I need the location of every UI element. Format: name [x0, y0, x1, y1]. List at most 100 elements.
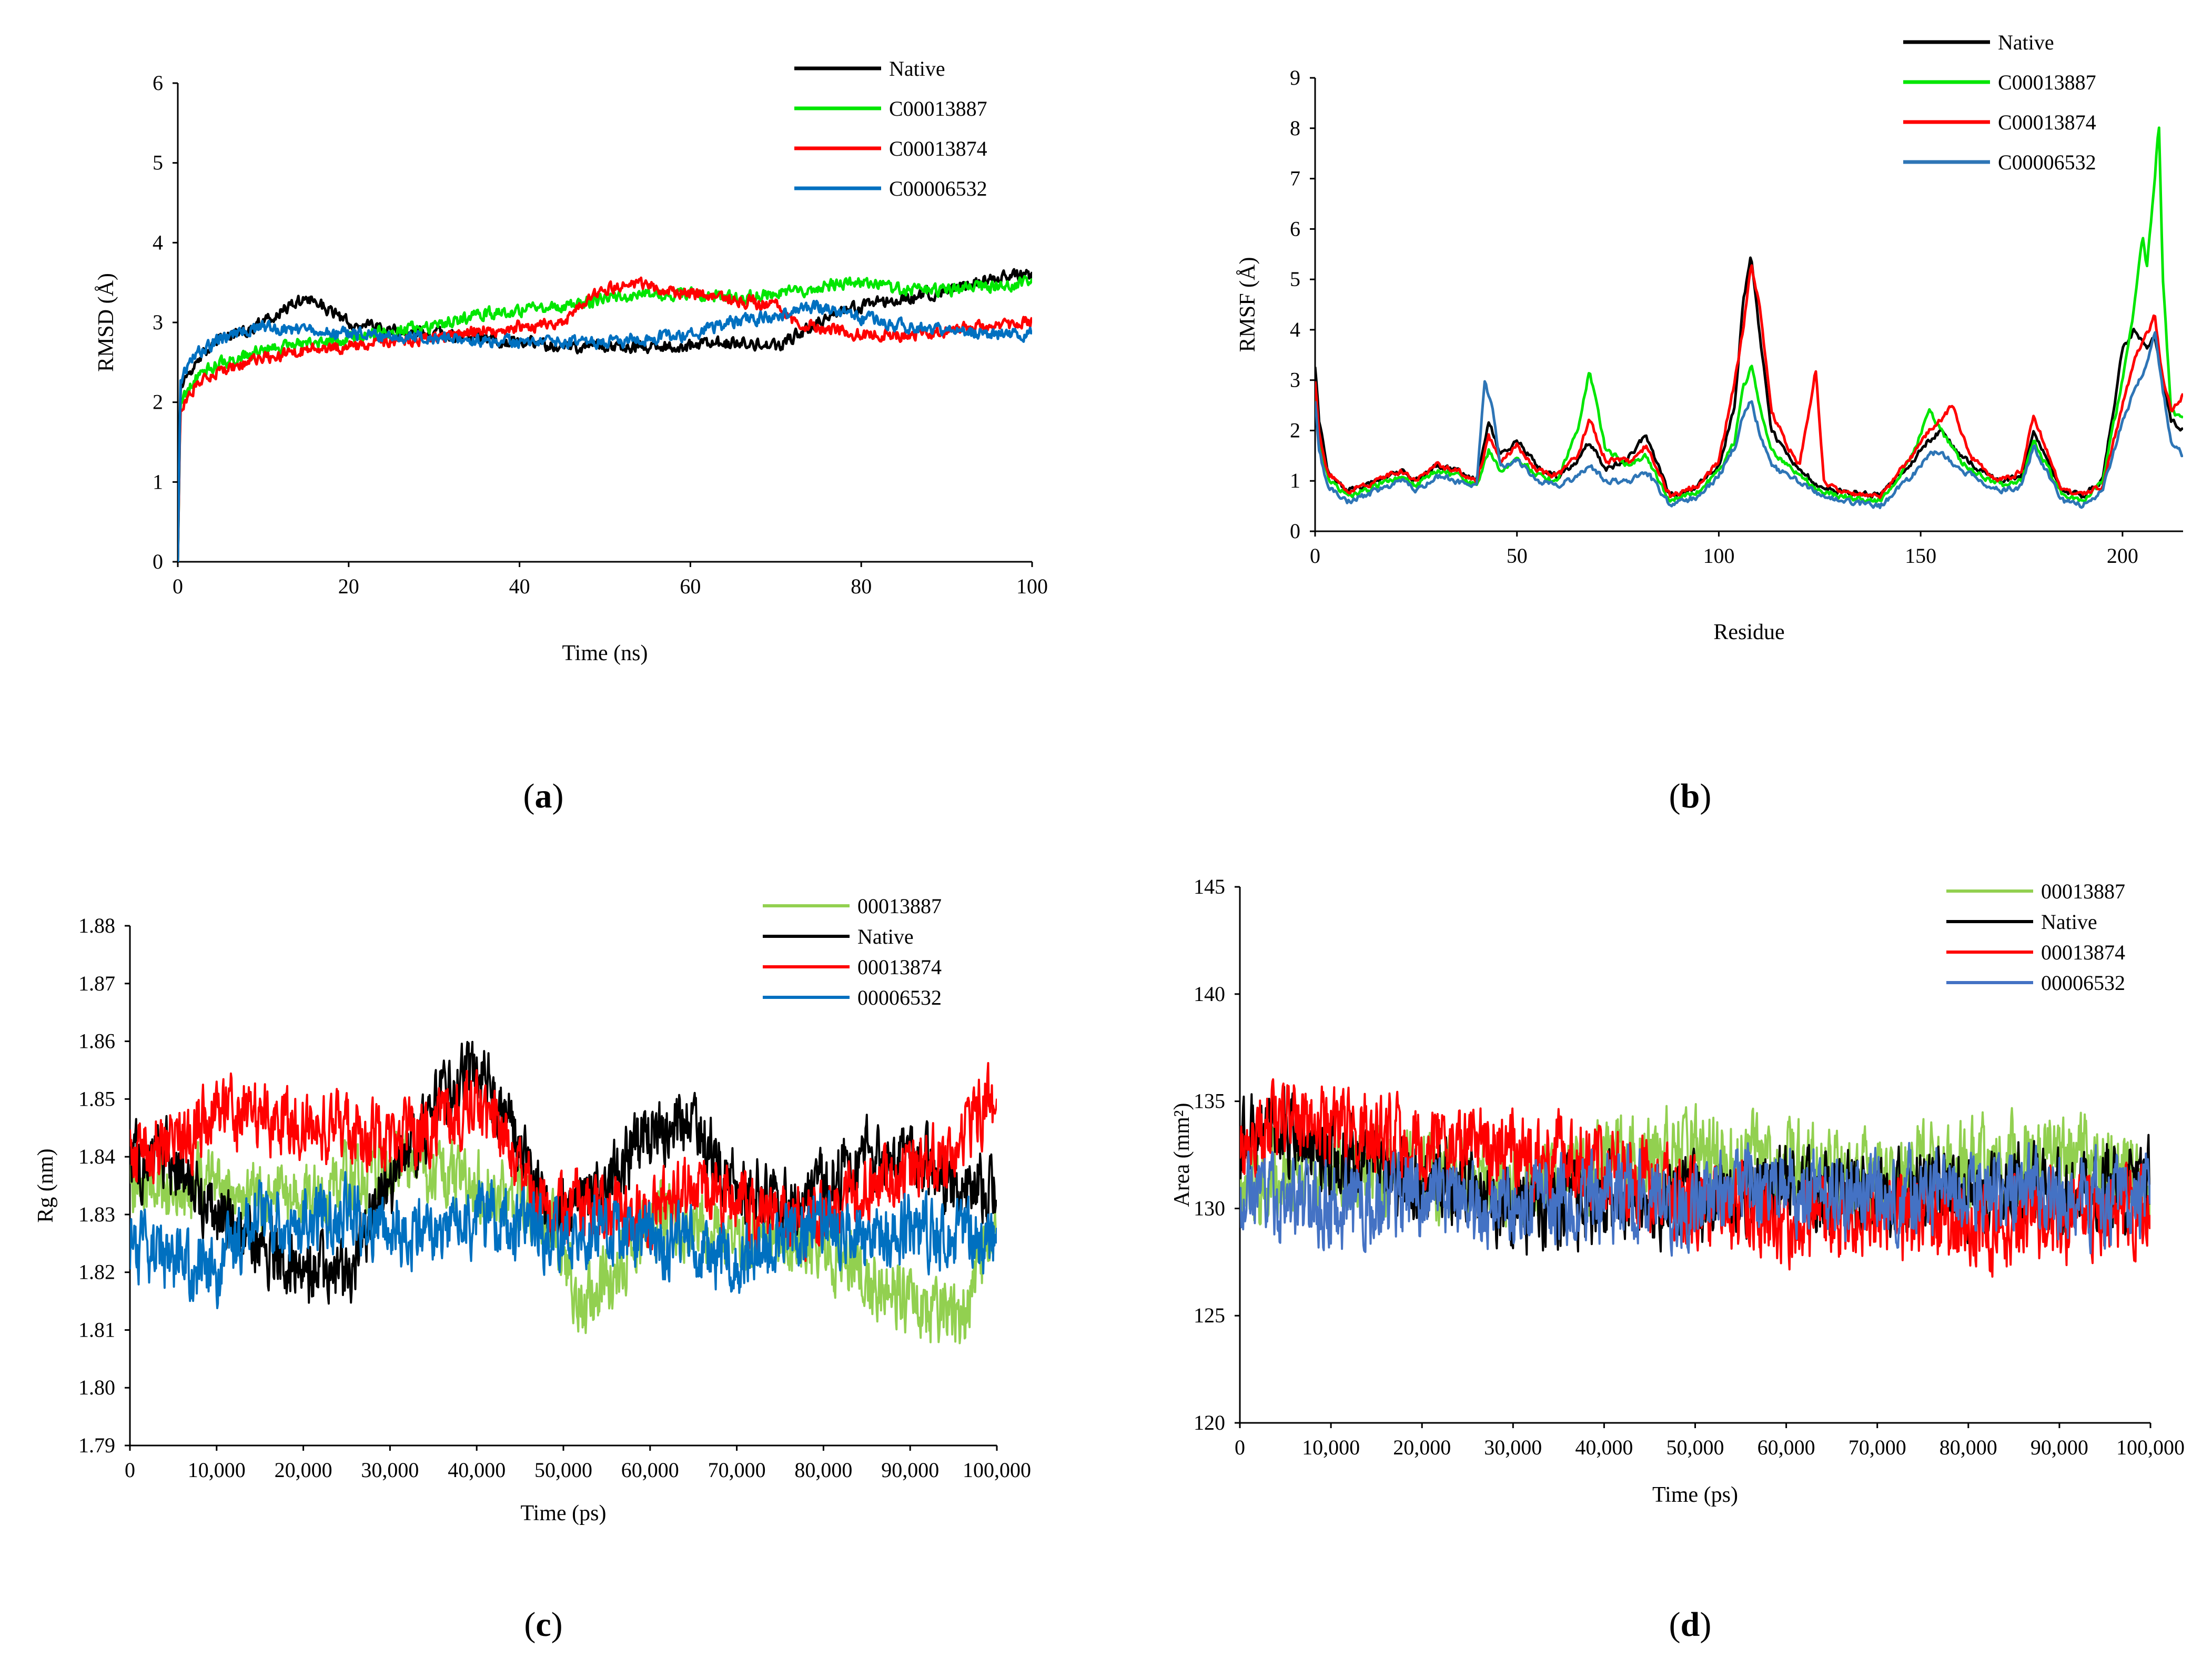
panel-b: 0 1 2 3 4 5 6 7 8 9 0 50 100 150 200 Residue RMSF (Å) Nat… — [1236, 31, 2183, 644]
y-axis-label: RMSD (Å) — [94, 273, 118, 372]
y-axis-label: Area (mm²) — [1170, 1103, 1194, 1207]
x-tick-label: 100,000 — [963, 1458, 1031, 1482]
x-tick-label: 60 — [680, 574, 701, 598]
x-tick-label: 20,000 — [1393, 1436, 1451, 1459]
y-tick-label: 1.86 — [78, 1029, 115, 1053]
x-tick-label: 20 — [338, 574, 359, 598]
y-tick-label: 7 — [1290, 167, 1300, 190]
x-tick-label: 30,000 — [361, 1458, 419, 1482]
legend-label: Native — [889, 57, 945, 80]
y-tick-label: 145 — [1194, 875, 1225, 898]
y-tick-label: 125 — [1194, 1303, 1225, 1327]
legend-label: 00006532 — [857, 986, 942, 1009]
y-tick-label: 3 — [1290, 368, 1300, 392]
caption-a: (a) — [523, 777, 564, 815]
y-tick-label: 1 — [153, 470, 163, 493]
x-tick-label: 0 — [1235, 1436, 1245, 1459]
series-line-c00013874 — [1315, 264, 2183, 499]
caption-b: (b) — [1669, 777, 1712, 815]
series-line-00006532 — [130, 1171, 997, 1309]
x-tick-label: 0 — [1310, 544, 1320, 568]
y-tick-label: 5 — [153, 151, 163, 175]
x-tick-label: 0 — [125, 1458, 135, 1482]
series-line-00013874 — [130, 1062, 997, 1262]
y-tick-label: 1.85 — [78, 1087, 115, 1110]
series-line-native — [178, 268, 1032, 562]
x-tick-label: 90,000 — [2031, 1436, 2088, 1459]
y-tick-label: 1.82 — [78, 1260, 115, 1284]
caption-d: (d) — [1669, 1605, 1712, 1644]
series-line-c00013887 — [1315, 126, 2183, 504]
y-tick-label: 6 — [1290, 217, 1300, 240]
x-tick-label: 150 — [1905, 544, 1936, 568]
y-tick-label: 6 — [153, 71, 163, 95]
y-tick-label: 4 — [153, 230, 163, 254]
x-tick-label: 70,000 — [1849, 1436, 1906, 1459]
legend-label: Native — [1998, 31, 2054, 54]
x-axis-label: Time (ps) — [1652, 1483, 1738, 1507]
y-tick-label: 120 — [1194, 1411, 1225, 1434]
legend-label: 00013874 — [2041, 941, 2125, 964]
y-tick-label: 135 — [1194, 1089, 1225, 1113]
y-tick-label: 0 — [1290, 519, 1300, 543]
legend-label: 00006532 — [2041, 971, 2125, 995]
series-line-c00006532 — [178, 299, 1032, 562]
series-line-c00013874 — [178, 276, 1032, 562]
y-tick-label: 5 — [1290, 267, 1300, 291]
legend-label: 00013887 — [857, 894, 942, 918]
y-tick-label: 9 — [1290, 66, 1300, 89]
y-axis-label: RMSF (Å) — [1236, 257, 1260, 352]
y-tick-label: 140 — [1194, 982, 1225, 1006]
y-tick-label: 1.79 — [78, 1433, 115, 1457]
y-tick-label: 4 — [1290, 318, 1300, 341]
legend-label: C00013887 — [889, 97, 987, 120]
x-tick-label: 90,000 — [881, 1458, 939, 1482]
x-tick-label: 40,000 — [1575, 1436, 1633, 1459]
y-tick-label: 8 — [1290, 116, 1300, 140]
x-tick-label: 40,000 — [448, 1458, 506, 1482]
y-tick-label: 0 — [153, 550, 163, 573]
y-tick-label: 1.81 — [78, 1318, 115, 1341]
legend-label: C00013874 — [889, 137, 987, 160]
y-tick-label: 3 — [153, 310, 163, 334]
panel-c: 1.79 1.80 1.81 1.82 1.83 1.84 1.85 1.86 1.87 1.88… — [34, 894, 1031, 1525]
legend-label: C00006532 — [1998, 150, 2096, 174]
x-tick-label: 100 — [1016, 574, 1048, 598]
y-tick-label: 1.84 — [78, 1145, 115, 1168]
x-axis-label: Time (ns) — [562, 641, 648, 665]
x-tick-label: 60,000 — [1758, 1436, 1815, 1459]
legend-label: 00013887 — [2041, 880, 2125, 903]
y-tick-label: 1.80 — [78, 1376, 115, 1399]
x-tick-label: 10,000 — [1302, 1436, 1360, 1459]
x-tick-label: 40 — [509, 574, 530, 598]
series-line-00006532 — [1240, 1141, 2150, 1257]
x-tick-label: 80,000 — [1940, 1436, 1997, 1459]
x-tick-label: 50 — [1507, 544, 1528, 568]
panel-d: 120 125 130 135 140 145 0 10,000 20,000 30,000 40,… — [1170, 875, 2185, 1507]
legend-label: Native — [2041, 910, 2097, 934]
legend-label: C00013874 — [1998, 110, 2096, 134]
x-axis-label: Time (ps) — [521, 1501, 607, 1525]
x-tick-label: 100,000 — [2116, 1436, 2185, 1459]
caption-c: (c) — [524, 1605, 562, 1644]
y-tick-label: 2 — [153, 390, 163, 414]
y-tick-label: 1 — [1290, 469, 1300, 492]
x-tick-label: 100 — [1703, 544, 1734, 568]
y-axis-label: Rg (nm) — [34, 1148, 58, 1222]
legend-label: C00006532 — [889, 177, 987, 200]
x-tick-label: 60,000 — [621, 1458, 679, 1482]
x-tick-label: 50,000 — [534, 1458, 592, 1482]
y-tick-label: 130 — [1194, 1196, 1225, 1220]
x-tick-label: 200 — [2107, 544, 2138, 568]
x-tick-label: 80 — [851, 574, 872, 598]
y-tick-label: 2 — [1290, 418, 1300, 442]
x-tick-label: 20,000 — [275, 1458, 332, 1482]
x-axis-label: Residue — [1713, 620, 1784, 644]
legend-label: 00013874 — [857, 955, 942, 979]
series-line-c00006532 — [1315, 331, 2183, 509]
x-tick-label: 70,000 — [708, 1458, 766, 1482]
legend-label: C00013887 — [1998, 70, 2096, 94]
x-tick-label: 50,000 — [1666, 1436, 1724, 1459]
x-tick-label: 0 — [173, 574, 183, 598]
